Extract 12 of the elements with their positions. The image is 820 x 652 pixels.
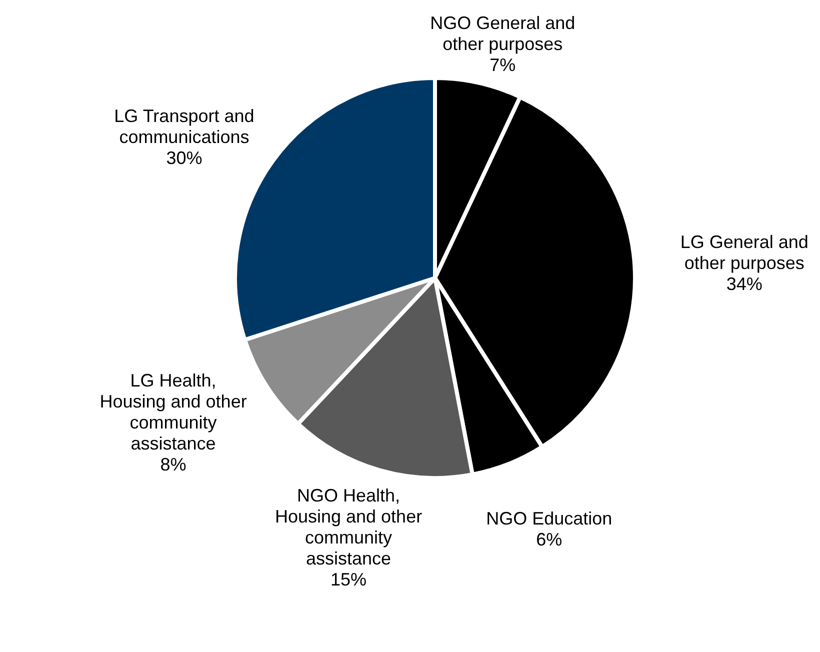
slice-label: NGO General and other purposes [430, 12, 576, 54]
slice-label: LG Health, Housing and other community assistance [100, 370, 247, 454]
data-label: 6% [536, 530, 562, 550]
slice-label: LG Transport and communications [114, 106, 254, 147]
slice-label: NGO Education [486, 508, 612, 529]
data-label: 7% [490, 54, 516, 75]
data-label: 34% [726, 274, 762, 294]
slice-label: LG General and other purposes [680, 232, 808, 273]
data-label: 15% [330, 569, 367, 590]
data-label: 8% [160, 454, 186, 475]
data-label: 30% [166, 148, 202, 168]
slice-label: NGO Health, Housing and other community assistance [274, 485, 422, 568]
